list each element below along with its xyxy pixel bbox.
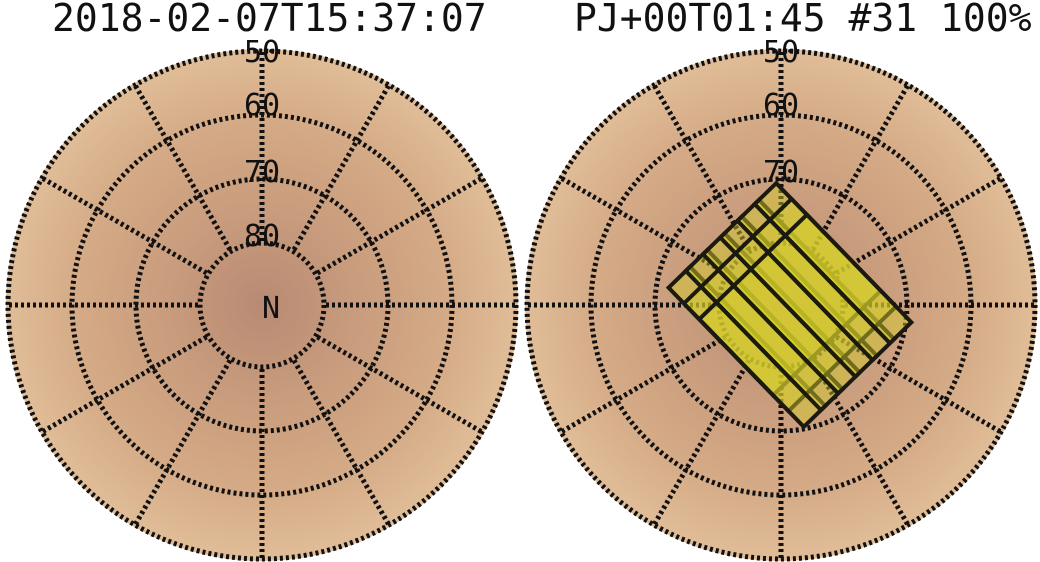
polar-map-left[interactable]: 50 60 70 80 N bbox=[5, 35, 519, 562]
longitude-line bbox=[316, 175, 484, 276]
footprint-tile bbox=[765, 228, 898, 363]
north-pole-label: N bbox=[262, 291, 280, 326]
lat-lon-grid bbox=[524, 48, 1038, 562]
latitude-ring bbox=[197, 240, 327, 370]
lat-label-60: 60 bbox=[763, 88, 799, 123]
longitude-line bbox=[559, 334, 727, 435]
longitude-line bbox=[810, 83, 911, 251]
lat-label-70: 70 bbox=[763, 155, 799, 190]
lat-label-50: 50 bbox=[244, 35, 280, 70]
lat-label-80: 80 bbox=[244, 219, 280, 254]
polar-map-right[interactable]: 50 60 70 bbox=[524, 35, 1038, 562]
latitude-ring bbox=[524, 48, 1038, 562]
longitude-line bbox=[316, 334, 484, 435]
longitude-line bbox=[132, 359, 233, 527]
lat-label-70: 70 bbox=[244, 155, 280, 190]
planet-disk bbox=[6, 49, 518, 561]
longitude-line bbox=[40, 334, 208, 435]
orbit-status-label: PJ+00T01:45 #31 100% bbox=[574, 0, 1032, 40]
lat-label-50: 50 bbox=[763, 35, 799, 70]
longitude-line bbox=[291, 359, 392, 527]
longitude-line bbox=[651, 359, 752, 527]
observation-footprints bbox=[665, 180, 915, 430]
footprint-tile bbox=[696, 295, 829, 430]
longitude-line bbox=[132, 83, 233, 251]
longitude-line bbox=[651, 83, 752, 251]
planet-disk bbox=[525, 49, 1037, 561]
footprint-tile bbox=[713, 278, 846, 413]
timestamp-label: 2018-02-07T15:37:07 bbox=[52, 0, 487, 40]
footprint-tile bbox=[730, 262, 863, 397]
longitude-line bbox=[40, 175, 208, 276]
latitude-ring bbox=[5, 48, 519, 562]
longitude-line bbox=[810, 359, 911, 527]
longitude-line bbox=[835, 175, 1003, 276]
lat-label-60: 60 bbox=[244, 88, 280, 123]
footprint-tile bbox=[748, 245, 880, 380]
longitude-line bbox=[291, 83, 392, 251]
footprint-tile bbox=[782, 211, 915, 347]
lat-lon-grid bbox=[5, 48, 519, 562]
